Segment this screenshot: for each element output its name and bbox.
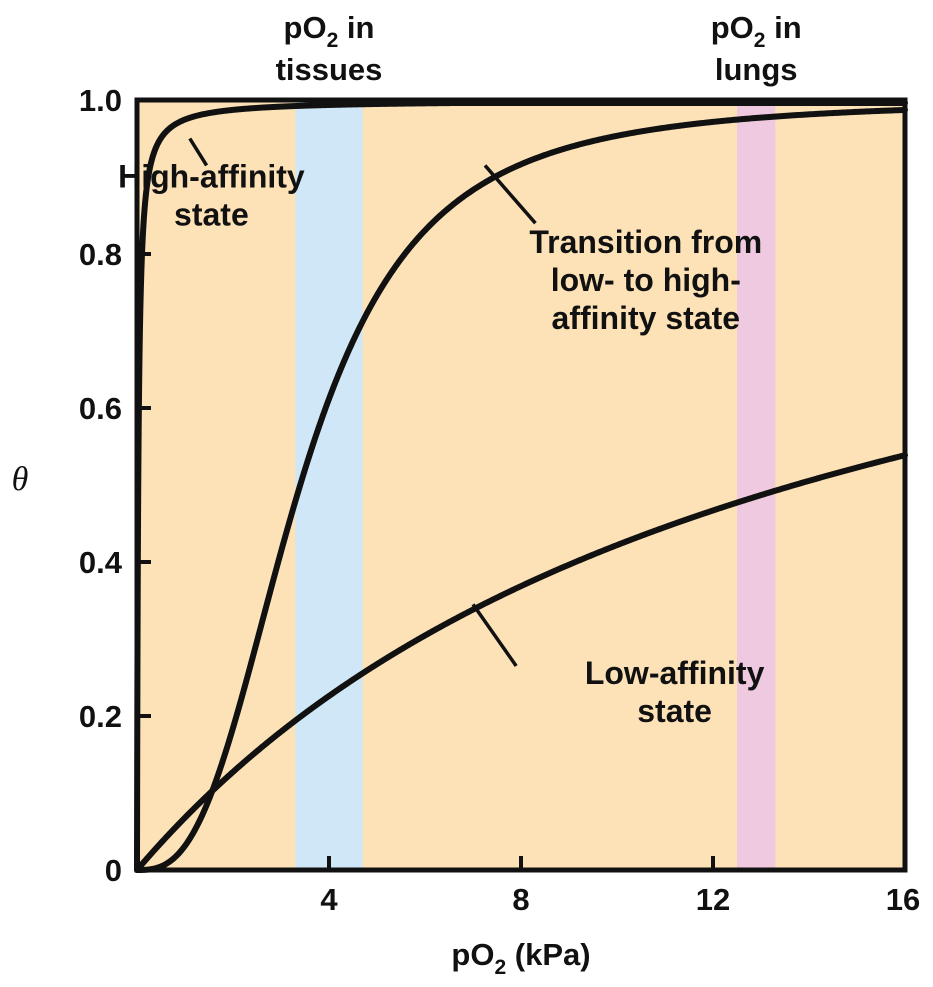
y-tick-label-0.4: 0.4 (79, 545, 123, 580)
label-high-line2: state (174, 196, 249, 232)
curve-low (134, 452, 908, 873)
band-tissues (295, 100, 363, 870)
label-high-line1: High-affinity (118, 158, 305, 194)
x-tick-label-8: 8 (512, 882, 529, 917)
leader-line-high (188, 137, 209, 167)
label-low-line2: state (637, 693, 712, 729)
label-low-line1: Low-affinity (585, 655, 765, 691)
y-tick-label-0.8: 0.8 (79, 237, 122, 272)
y-axis-title: θ (12, 461, 29, 498)
curves-layer (134, 100, 908, 873)
leader-line-transition (483, 164, 537, 225)
leader-lines-layer (188, 137, 537, 667)
band-label-tissues: pO2 in (284, 10, 375, 52)
bands-layer (295, 100, 776, 870)
band-label-lungs: pO2 in (711, 10, 802, 52)
y-tick-label-0: 0 (105, 853, 122, 888)
curve-high (134, 100, 908, 873)
leader-line-low (471, 603, 518, 667)
y-tick-label-1.0: 1.0 (79, 83, 122, 118)
x-tick-label-4: 4 (320, 882, 338, 917)
y-tick-label-0.6: 0.6 (79, 391, 122, 426)
x-tick-label-12: 12 (696, 882, 730, 917)
ticks-layer (137, 252, 907, 870)
label-transition-line1: Transition from (529, 224, 762, 260)
x-tick-label-16: 16 (886, 882, 920, 917)
band-label-lungs-line2: lungs (715, 52, 798, 87)
band-lungs (737, 100, 776, 870)
y-tick-label-0.2: 0.2 (79, 699, 122, 734)
label-transition-line3: affinity state (552, 300, 740, 336)
label-transition-line2: low- to high- (551, 262, 741, 298)
curve-transition (134, 106, 908, 873)
band-label-tissues-line2: tissues (276, 52, 383, 87)
x-axis-title: pO2 (kPa) (451, 937, 590, 979)
